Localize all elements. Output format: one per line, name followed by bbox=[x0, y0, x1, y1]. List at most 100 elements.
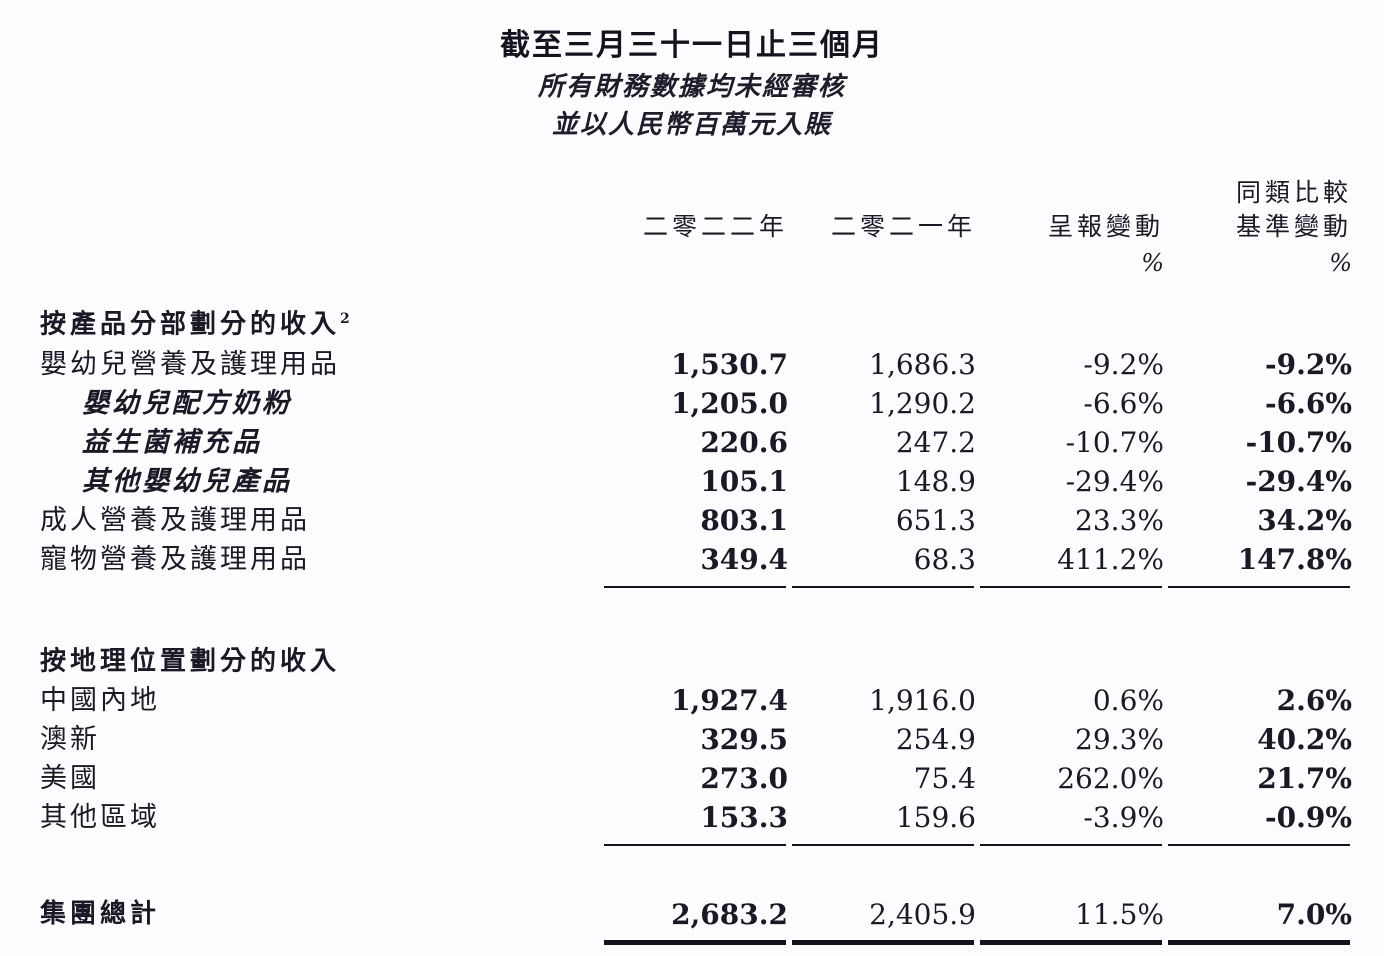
section-heading-geography: 按地理位置劃分的收入 bbox=[40, 637, 600, 682]
row-label-other-regions: 其他區域 bbox=[40, 802, 160, 834]
column-header-comparable-change-line1: 同類比較 bbox=[1235, 178, 1352, 207]
table-header: 二零二二年 二零二一年 呈報變動 同類比較 基準變動 % % bbox=[40, 148, 1352, 278]
grand-total-row: 集團總計 2,683.2 2,405.9 11.5% 7.0% bbox=[40, 895, 1352, 934]
table-row: 中國內地 1,927.4 1,916.0 0.6% 2.6% bbox=[40, 681, 1352, 720]
table-row: 嬰幼兒配方奶粉 1,205.0 1,290.2 -6.6% -6.6% bbox=[40, 384, 1352, 423]
cell-infant-nutrition-2021: 1,686.3 bbox=[869, 347, 976, 381]
spacer-row bbox=[40, 597, 1352, 637]
cell-infant-formula-reported: -6.6% bbox=[1083, 386, 1164, 420]
cell-infant-nutrition-comparable: -9.2% bbox=[1265, 347, 1352, 381]
cell-probiotics-reported: -10.7% bbox=[1065, 425, 1164, 459]
section-heading-row: 按產品分部劃分的收入2 bbox=[40, 300, 1352, 345]
grand-total-rule-row bbox=[40, 934, 1352, 952]
currency-note: 並以人民幣百萬元入賬 bbox=[551, 110, 832, 140]
cell-other-infant-2021: 148.9 bbox=[895, 464, 976, 498]
spacer-row bbox=[40, 855, 1352, 895]
cell-adult-nutrition-reported: 23.3% bbox=[1075, 503, 1164, 537]
cell-usa-reported: 262.0% bbox=[1057, 762, 1164, 796]
rule-line bbox=[976, 579, 1164, 597]
cell-other-infant-comparable: -29.4% bbox=[1245, 464, 1352, 498]
cell-infant-formula-comparable: -6.6% bbox=[1265, 386, 1352, 420]
cell-usa-comparable: 21.7% bbox=[1257, 762, 1352, 796]
rule-line-thick bbox=[1164, 934, 1352, 952]
header-spacer-cell bbox=[40, 148, 600, 244]
cell-anz-2021: 254.9 bbox=[895, 723, 976, 757]
cell-mainland-china-reported: 0.6% bbox=[1092, 684, 1164, 718]
table-body: 按產品分部劃分的收入2 嬰幼兒營養及護理用品 1,530.7 1,686.3 -… bbox=[40, 278, 1352, 952]
cell-other-regions-reported: -3.9% bbox=[1083, 801, 1164, 835]
cell-group-total-2021: 2,405.9 bbox=[869, 898, 976, 932]
table-header-row: 二零二二年 二零二一年 呈報變動 同類比較 基準變動 bbox=[40, 148, 1352, 244]
row-label-mainland-china: 中國內地 bbox=[40, 685, 160, 717]
row-label-infant-nutrition: 嬰幼兒營養及護理用品 bbox=[40, 348, 340, 380]
column-header-comparable-change-line2: 基準變動 bbox=[1235, 212, 1352, 241]
percent-unit-col4: % bbox=[1329, 249, 1352, 277]
rule-line-thick bbox=[788, 934, 976, 952]
rule-line bbox=[600, 579, 788, 597]
section-heading-row: 按地理位置劃分的收入 bbox=[40, 637, 1352, 682]
row-label-pet-nutrition: 寵物營養及護理用品 bbox=[40, 543, 310, 575]
cell-usa-2021: 75.4 bbox=[913, 762, 976, 796]
row-label-probiotics: 益生菌補充品 bbox=[82, 426, 262, 458]
cell-pet-nutrition-reported: 411.2% bbox=[1057, 542, 1164, 576]
cell-adult-nutrition-2022: 803.1 bbox=[700, 503, 788, 537]
cell-infant-formula-2022: 1,205.0 bbox=[671, 386, 788, 420]
rule-line bbox=[1164, 837, 1352, 855]
cell-other-regions-2022: 153.3 bbox=[700, 801, 788, 835]
section-heading-product: 按產品分部劃分的收入2 bbox=[40, 300, 600, 345]
section-subtotal-rule-row bbox=[40, 579, 1352, 597]
rule-line bbox=[976, 837, 1164, 855]
rule-line bbox=[600, 837, 788, 855]
percent-unit-col2 bbox=[788, 244, 976, 278]
cell-infant-formula-2021: 1,290.2 bbox=[869, 386, 976, 420]
table-row: 澳新 329.5 254.9 29.3% 40.2% bbox=[40, 720, 1352, 759]
cell-anz-reported: 29.3% bbox=[1075, 723, 1164, 757]
percent-unit-col1 bbox=[600, 244, 788, 278]
column-header-reported-change-line2: 呈報變動 bbox=[1047, 212, 1164, 241]
cell-group-total-reported: 11.5% bbox=[1075, 898, 1164, 932]
cell-pet-nutrition-2022: 349.4 bbox=[700, 542, 788, 576]
spacer-row bbox=[40, 278, 1352, 300]
rule-line bbox=[788, 837, 976, 855]
row-label-usa: 美國 bbox=[40, 763, 100, 795]
table-row: 益生菌補充品 220.6 247.2 -10.7% -10.7% bbox=[40, 423, 1352, 462]
cell-other-regions-2021: 159.6 bbox=[895, 801, 976, 835]
cell-anz-comparable: 40.2% bbox=[1257, 723, 1352, 757]
cell-group-total-comparable: 7.0% bbox=[1276, 898, 1352, 932]
cell-other-infant-reported: -29.4% bbox=[1065, 464, 1164, 498]
cell-probiotics-2021: 247.2 bbox=[895, 425, 976, 459]
cell-adult-nutrition-2021: 651.3 bbox=[895, 503, 976, 537]
column-header-reported-change: 呈報變動 bbox=[976, 148, 1164, 244]
rule-line-thick bbox=[976, 934, 1164, 952]
table-row: 嬰幼兒營養及護理用品 1,530.7 1,686.3 -9.2% -9.2% bbox=[40, 345, 1352, 384]
row-label-infant-formula: 嬰幼兒配方奶粉 bbox=[82, 387, 292, 419]
cell-probiotics-2022: 220.6 bbox=[700, 425, 788, 459]
rule-line bbox=[788, 579, 976, 597]
table-row: 寵物營養及護理用品 349.4 68.3 411.2% 147.8% bbox=[40, 540, 1352, 579]
row-label-adult-nutrition: 成人營養及護理用品 bbox=[40, 504, 310, 536]
table-row: 美國 273.0 75.4 262.0% 21.7% bbox=[40, 759, 1352, 798]
section-subtotal-rule-row bbox=[40, 837, 1352, 855]
cell-infant-nutrition-reported: -9.2% bbox=[1083, 347, 1164, 381]
cell-mainland-china-comparable: 2.6% bbox=[1276, 684, 1352, 718]
cell-pet-nutrition-comparable: 147.8% bbox=[1237, 542, 1352, 576]
report-period-title: 截至三月三十一日止三個月 bbox=[500, 28, 884, 63]
cell-anz-2022: 329.5 bbox=[700, 723, 788, 757]
section-heading-product-text: 按產品分部劃分的收入 bbox=[40, 309, 341, 340]
table-row: 其他嬰幼兒產品 105.1 148.9 -29.4% -29.4% bbox=[40, 462, 1352, 501]
cell-mainland-china-2021: 1,916.0 bbox=[869, 684, 976, 718]
column-header-year-prior: 二零二一年 bbox=[788, 148, 976, 244]
document-title-block: 截至三月三十一日止三個月 所有財務數據均未經審核 並以人民幣百萬元入賬 bbox=[0, 24, 1384, 144]
column-header-comparable-change: 同類比較 基準變動 bbox=[1164, 148, 1352, 244]
cell-other-infant-2022: 105.1 bbox=[700, 464, 788, 498]
column-header-year-current-line2: 二零二二年 bbox=[642, 212, 788, 241]
row-label-anz: 澳新 bbox=[40, 724, 100, 756]
row-label-group-total: 集團總計 bbox=[40, 899, 161, 930]
table-row: 成人營養及護理用品 803.1 651.3 23.3% 34.2% bbox=[40, 501, 1352, 540]
cell-group-total-2022: 2,683.2 bbox=[671, 898, 788, 932]
percent-unit-spacer bbox=[40, 244, 600, 278]
table-row: 其他區域 153.3 159.6 -3.9% -0.9% bbox=[40, 798, 1352, 837]
revenue-breakdown-table: 二零二二年 二零二一年 呈報變動 同類比較 基準變動 % % bbox=[40, 148, 1352, 952]
cell-adult-nutrition-comparable: 34.2% bbox=[1257, 503, 1352, 537]
rule-line-thick bbox=[600, 934, 788, 952]
